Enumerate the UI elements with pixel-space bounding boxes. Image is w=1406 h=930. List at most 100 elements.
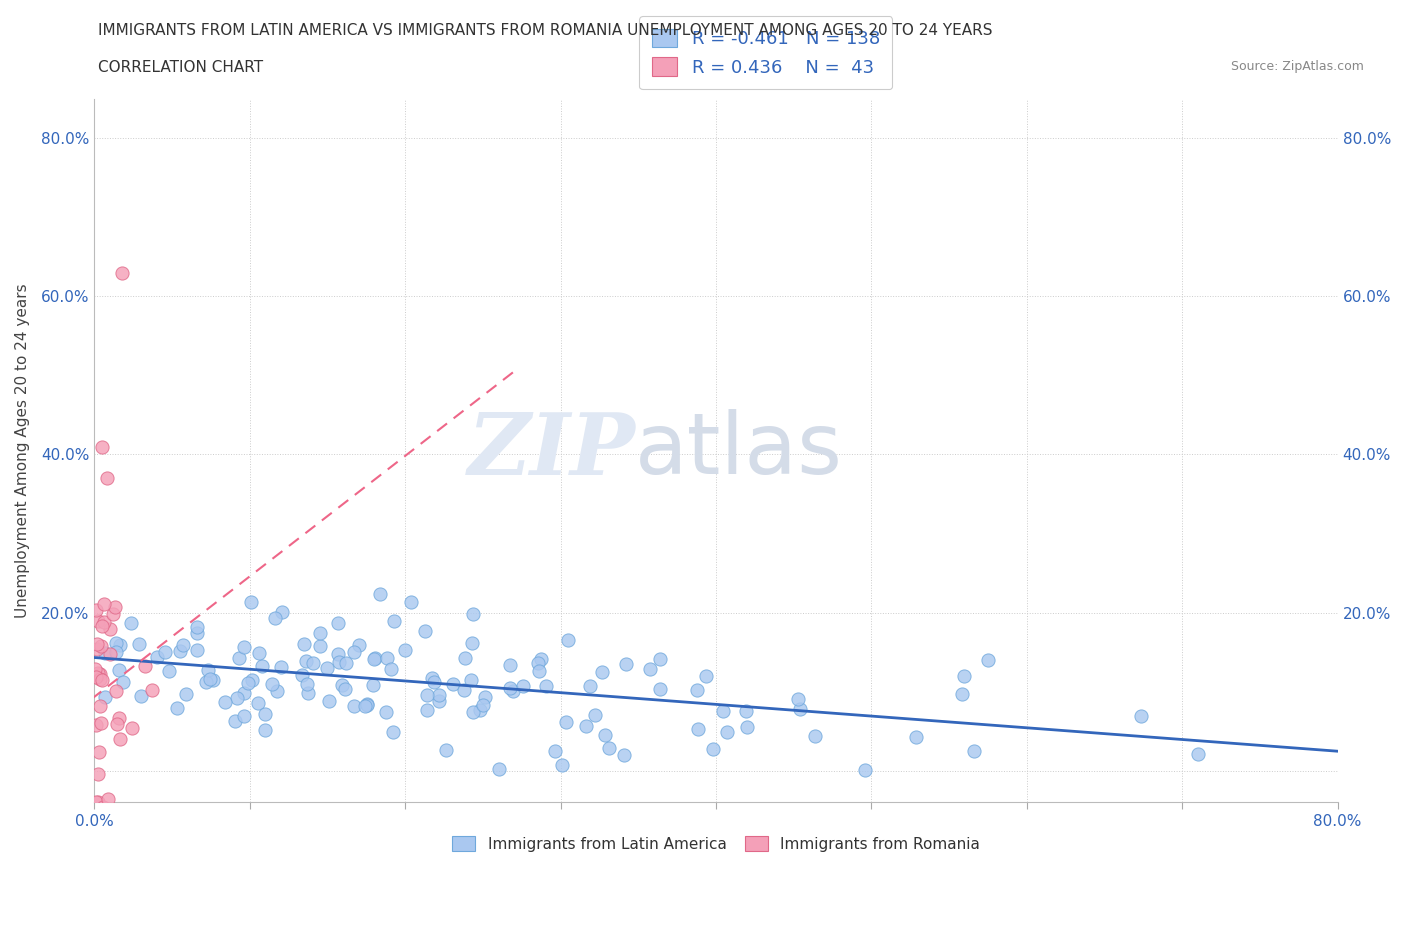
Point: [91, 799, 114, 814]
Point: [104, 684, 127, 698]
Point: [131, 688, 153, 703]
Point: [394, 643, 416, 658]
Point: [84, 795, 107, 810]
Point: [530, 652, 553, 667]
Point: [87, 767, 110, 782]
Point: [104, 600, 127, 615]
Point: [354, 698, 377, 713]
Point: [266, 684, 288, 698]
Point: [246, 696, 269, 711]
Point: [309, 639, 332, 654]
Text: atlas: atlas: [636, 409, 844, 492]
Point: [368, 587, 391, 602]
Point: [86, 603, 108, 618]
Point: [423, 675, 446, 690]
Point: [474, 690, 496, 705]
Point: [295, 677, 318, 692]
Point: [734, 704, 756, 719]
Point: [240, 594, 263, 609]
Point: [711, 704, 734, 719]
Text: ZIP: ZIP: [467, 409, 636, 492]
Point: [953, 669, 976, 684]
Point: [555, 714, 578, 729]
Point: [461, 705, 484, 720]
Point: [976, 653, 998, 668]
Point: [186, 619, 208, 634]
Point: [105, 717, 128, 732]
Point: [86, 636, 108, 651]
Point: [108, 732, 131, 747]
Point: [94, 689, 117, 704]
Point: [111, 265, 134, 280]
Point: [90, 639, 112, 654]
Point: [578, 679, 600, 694]
Point: [214, 695, 236, 710]
Point: [107, 663, 129, 678]
Point: [291, 668, 314, 683]
Point: [463, 606, 485, 621]
Point: [86, 795, 108, 810]
Point: [87, 613, 110, 628]
Point: [787, 692, 810, 707]
Point: [97, 791, 120, 806]
Point: [84, 811, 107, 826]
Point: [101, 811, 124, 826]
Point: [228, 651, 250, 666]
Point: [194, 675, 217, 690]
Point: [648, 682, 671, 697]
Point: [108, 711, 131, 725]
Point: [443, 677, 465, 692]
Point: [598, 741, 620, 756]
Point: [84, 670, 107, 684]
Point: [460, 635, 482, 650]
Point: [297, 685, 319, 700]
Point: [89, 671, 111, 686]
Point: [87, 666, 110, 681]
Point: [120, 616, 142, 631]
Point: [695, 669, 717, 684]
Point: [963, 744, 986, 759]
Point: [526, 656, 548, 671]
Point: [236, 676, 259, 691]
Point: [86, 642, 108, 657]
Point: [240, 673, 263, 688]
Point: [789, 702, 811, 717]
Point: [472, 698, 495, 712]
Point: [108, 637, 131, 652]
Point: [145, 650, 167, 665]
Point: [98, 646, 121, 661]
Point: [498, 658, 520, 672]
Point: [250, 659, 273, 674]
Point: [233, 708, 256, 723]
Point: [96, 471, 118, 485]
Point: [905, 730, 928, 745]
Point: [512, 678, 534, 693]
Point: [186, 642, 208, 657]
Point: [591, 665, 613, 680]
Point: [363, 652, 385, 667]
Point: [326, 646, 349, 661]
Point: [380, 661, 402, 676]
Point: [315, 660, 337, 675]
Point: [593, 727, 616, 742]
Point: [413, 624, 436, 639]
Point: [233, 640, 256, 655]
Point: [648, 651, 671, 666]
Point: [343, 644, 366, 659]
Point: [197, 662, 219, 677]
Point: [166, 701, 188, 716]
Point: [86, 717, 108, 732]
Point: [128, 637, 150, 652]
Point: [94, 645, 117, 660]
Point: [330, 678, 353, 693]
Point: [335, 681, 357, 696]
Point: [488, 762, 510, 777]
Point: [454, 651, 477, 666]
Point: [186, 625, 208, 640]
Y-axis label: Unemployment Among Ages 20 to 24 years: Unemployment Among Ages 20 to 24 years: [15, 284, 30, 618]
Legend: Immigrants from Latin America, Immigrants from Romania: Immigrants from Latin America, Immigrant…: [446, 830, 986, 858]
Point: [292, 637, 315, 652]
Point: [90, 715, 112, 730]
Text: CORRELATION CHART: CORRELATION CHART: [98, 60, 263, 75]
Point: [536, 679, 558, 694]
